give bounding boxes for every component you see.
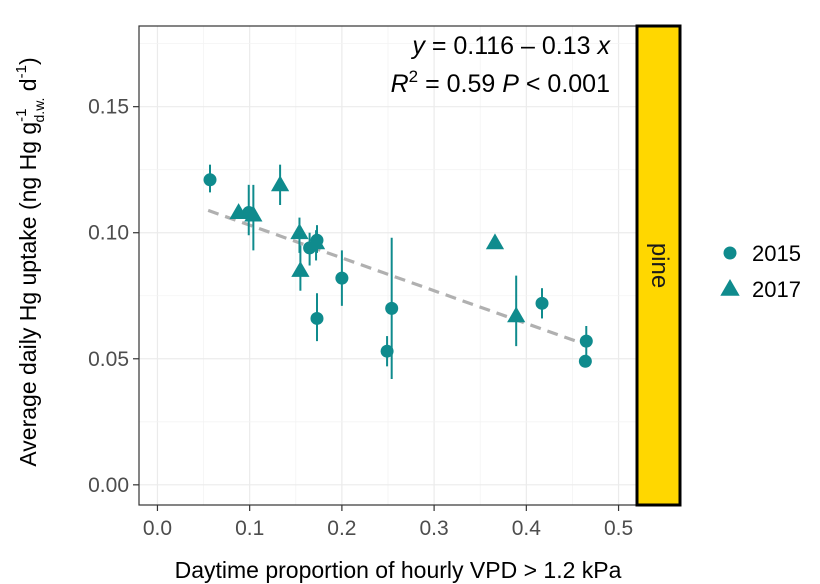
x-tick-label: 0.1 (235, 517, 264, 540)
point-2015 (380, 344, 394, 358)
x-tick-label: 0.3 (420, 517, 449, 540)
stat-p-val: < 0.001 (519, 70, 610, 98)
point-2017 (229, 203, 248, 219)
y-tick-label: 0.05 (88, 348, 129, 371)
y-axis-title-main: Average daily Hg uptake (ng Hg g (15, 122, 41, 467)
fit-line (207, 208, 587, 347)
point-2015 (579, 334, 593, 348)
y-axis-title-tail-sup: -1 (13, 65, 30, 78)
y-axis-title: Average daily Hg uptake (ng Hg g-1d.w. d… (13, 57, 47, 466)
stat-r-val: = 0.59 (418, 70, 502, 98)
point-2015 (578, 354, 592, 368)
point-2017 (290, 223, 309, 240)
point-2015 (203, 173, 217, 187)
stat-r: R (391, 70, 409, 98)
x-axis-title: Daytime proportion of hourly VPD > 1.2 k… (175, 557, 622, 583)
point-2017 (507, 306, 526, 323)
regression-line (207, 208, 587, 347)
y-tick-label: 0.00 (88, 474, 129, 497)
x-tick-label: 0.2 (327, 517, 356, 540)
data-points (203, 164, 593, 379)
point-2015 (335, 271, 349, 285)
facet-strip: pine (635, 24, 682, 507)
fit-stats: R2 = 0.59 P < 0.001 (391, 67, 610, 98)
fit-equation: y = 0.116 – 0.13 x (410, 32, 611, 60)
eq-y: y (410, 32, 426, 60)
facet-label: pine (646, 243, 673, 288)
y-axis-title-tail: d (15, 78, 41, 97)
legend-label-2015: 2015 (752, 241, 801, 266)
legend-key-2015 (723, 246, 737, 260)
legend: 2015 2017 (720, 241, 801, 302)
point-2017 (270, 175, 290, 192)
equation-annotation: y = 0.116 – 0.13 x R2 = 0.59 P < 0.001 (391, 32, 612, 98)
point-2017 (306, 233, 326, 250)
point-2017 (291, 261, 310, 277)
legend-key-2017 (720, 278, 740, 296)
x-tick-label: 0.4 (512, 517, 542, 540)
point-2015 (535, 296, 549, 310)
eq-x: x (597, 32, 612, 60)
grid-lines (139, 26, 637, 505)
y-axis-ticks: 0.00 0.05 0.10 0.15 (88, 96, 139, 497)
y-axis-title-close: ) (15, 57, 41, 65)
x-tick-label: 0.5 (604, 517, 633, 540)
point-2017 (244, 205, 263, 222)
y-tick-label: 0.10 (88, 222, 129, 245)
point-2017 (485, 233, 505, 250)
stat-r-sup: 2 (409, 67, 418, 86)
stat-p: P (502, 70, 519, 98)
point-2015 (385, 301, 399, 315)
x-tick-label: 0.0 (143, 517, 172, 540)
y-axis-title-sup: -1 (13, 108, 30, 121)
y-axis-title-sub: d.w. (31, 98, 47, 123)
facet-strip-box (635, 24, 682, 507)
plot-panel (138, 25, 638, 506)
eq-body: = 0.116 – 0.13 (425, 32, 598, 60)
x-axis-ticks: 0.0 0.1 0.2 0.3 0.4 0.5 (143, 505, 633, 540)
point-2015 (310, 311, 324, 325)
legend-label-2017: 2017 (752, 277, 801, 302)
y-tick-label: 0.15 (88, 96, 129, 119)
